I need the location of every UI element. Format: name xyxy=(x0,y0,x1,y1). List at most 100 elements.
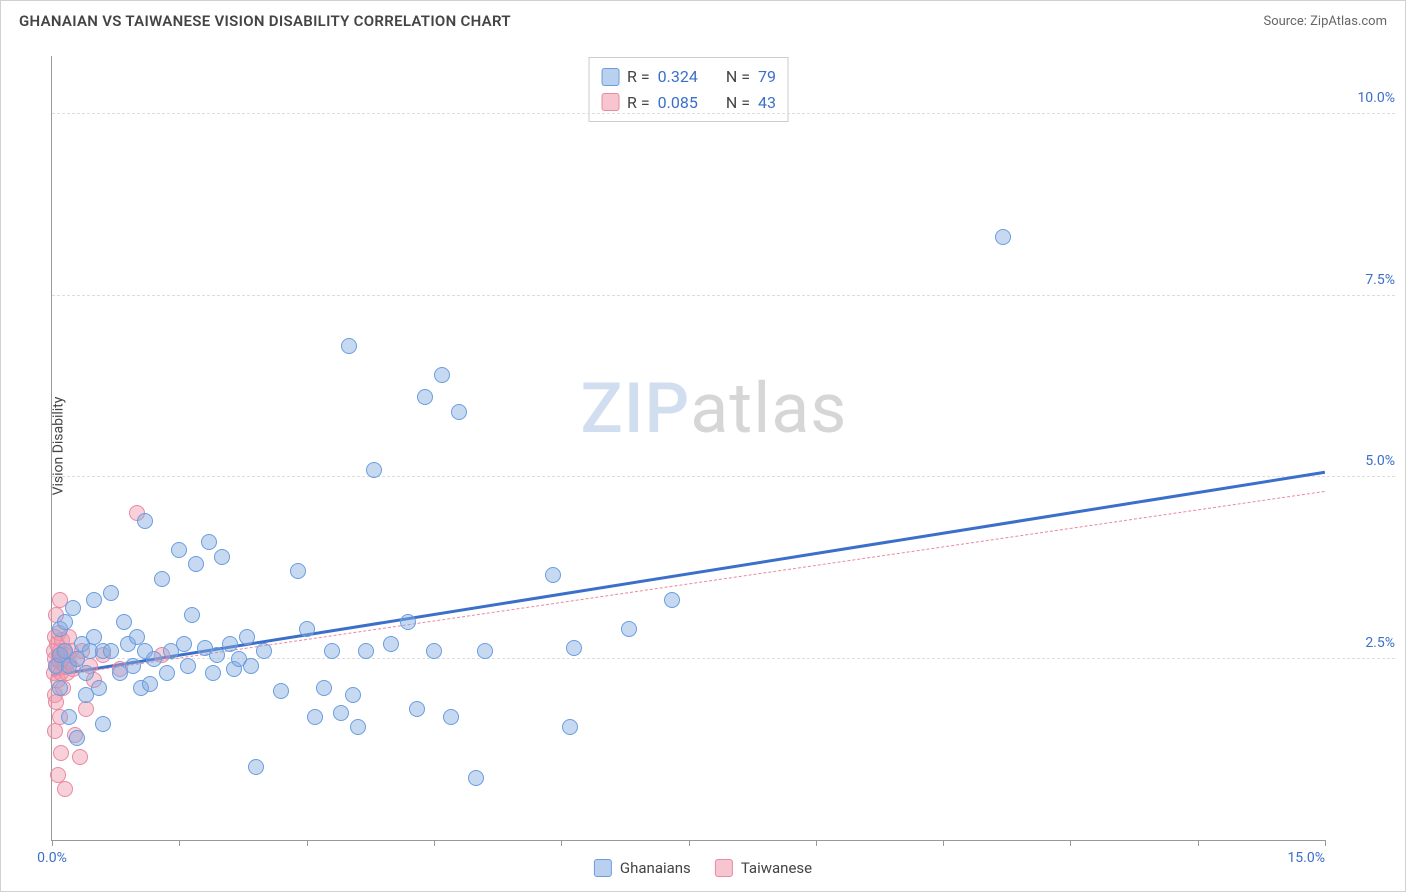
data-point xyxy=(142,676,158,692)
data-point xyxy=(341,338,357,354)
data-point xyxy=(358,643,374,659)
data-point xyxy=(69,730,85,746)
chart-title: GHANAIAN VS TAIWANESE VISION DISABILITY … xyxy=(19,12,511,30)
n-value: 43 xyxy=(758,90,776,116)
legend-item: Taiwanese xyxy=(715,859,812,877)
x-tick xyxy=(816,840,817,846)
data-point xyxy=(95,716,111,732)
data-point xyxy=(125,658,141,674)
data-point xyxy=(426,643,442,659)
data-point xyxy=(52,680,68,696)
data-point xyxy=(86,592,102,608)
data-point xyxy=(566,640,582,656)
data-point xyxy=(214,549,230,565)
data-point xyxy=(180,658,196,674)
data-point xyxy=(176,636,192,652)
swatch-icon xyxy=(601,93,619,111)
data-point xyxy=(383,636,399,652)
data-point xyxy=(103,643,119,659)
data-point xyxy=(159,665,175,681)
legend-item: Ghanaians xyxy=(594,859,691,877)
data-point xyxy=(290,563,306,579)
data-point xyxy=(222,636,238,652)
data-point xyxy=(273,683,289,699)
gridline xyxy=(52,295,1395,296)
plot-area: ZIPatlas R = 0.324 N = 79 R = 0.085 N = … xyxy=(51,56,1325,841)
data-point xyxy=(345,687,361,703)
data-point xyxy=(366,462,382,478)
data-point xyxy=(137,513,153,529)
data-point xyxy=(324,643,340,659)
data-point xyxy=(154,571,170,587)
data-point xyxy=(248,759,264,775)
data-point xyxy=(47,723,63,739)
data-point xyxy=(621,621,637,637)
swatch-icon xyxy=(715,859,733,877)
x-tick xyxy=(307,840,308,846)
trend-line xyxy=(52,491,1325,677)
data-point xyxy=(86,629,102,645)
r-label: R = xyxy=(627,64,650,90)
stats-row: R = 0.085 N = 43 xyxy=(601,90,776,116)
data-point xyxy=(201,534,217,550)
y-tick-label: 2.5% xyxy=(1335,635,1395,651)
data-point xyxy=(434,367,450,383)
data-point xyxy=(53,745,69,761)
x-tick xyxy=(179,840,180,846)
n-value: 79 xyxy=(758,64,776,90)
x-tick xyxy=(1198,840,1199,846)
data-point xyxy=(48,694,64,710)
data-point xyxy=(664,592,680,608)
swatch-icon xyxy=(601,68,619,86)
data-point xyxy=(184,607,200,623)
x-tick xyxy=(434,840,435,846)
watermark-atlas: atlas xyxy=(690,368,847,450)
data-point xyxy=(409,701,425,717)
data-point xyxy=(995,229,1011,245)
data-point xyxy=(61,709,77,725)
data-point xyxy=(562,719,578,735)
x-tick xyxy=(561,840,562,846)
watermark-zip: ZIP xyxy=(580,368,690,450)
n-label: N = xyxy=(726,64,750,90)
legend-label: Taiwanese xyxy=(741,859,812,877)
swatch-icon xyxy=(594,859,612,877)
data-point xyxy=(57,781,73,797)
data-point xyxy=(545,567,561,583)
trend-line xyxy=(52,470,1325,676)
data-point xyxy=(91,680,107,696)
n-label: N = xyxy=(726,90,750,116)
data-point xyxy=(477,643,493,659)
data-point xyxy=(400,614,416,630)
source-label: Source: ZipAtlas.com xyxy=(1263,14,1387,29)
data-point xyxy=(243,658,259,674)
data-point xyxy=(350,719,366,735)
data-point xyxy=(205,665,221,681)
data-point xyxy=(129,629,145,645)
data-point xyxy=(316,680,332,696)
watermark: ZIPatlas xyxy=(580,368,847,450)
data-point xyxy=(256,643,272,659)
data-point xyxy=(78,665,94,681)
chart-container: GHANAIAN VS TAIWANESE VISION DISABILITY … xyxy=(0,0,1406,892)
data-point xyxy=(417,389,433,405)
data-point xyxy=(72,749,88,765)
r-label: R = xyxy=(627,90,650,116)
x-tick-label: 0.0% xyxy=(37,850,67,866)
gridline xyxy=(52,113,1395,114)
x-tick-label: 15.0% xyxy=(1287,850,1325,866)
data-point xyxy=(171,542,187,558)
y-tick-label: 7.5% xyxy=(1335,272,1395,288)
data-point xyxy=(146,651,162,667)
data-point xyxy=(333,705,349,721)
data-point xyxy=(78,701,94,717)
data-point xyxy=(307,709,323,725)
data-point xyxy=(116,614,132,630)
data-point xyxy=(299,621,315,637)
y-tick-label: 5.0% xyxy=(1335,453,1395,469)
header: GHANAIAN VS TAIWANESE VISION DISABILITY … xyxy=(1,1,1405,41)
r-value: 0.085 xyxy=(658,90,698,116)
x-tick xyxy=(943,840,944,846)
data-point xyxy=(65,600,81,616)
x-tick xyxy=(1325,840,1326,846)
